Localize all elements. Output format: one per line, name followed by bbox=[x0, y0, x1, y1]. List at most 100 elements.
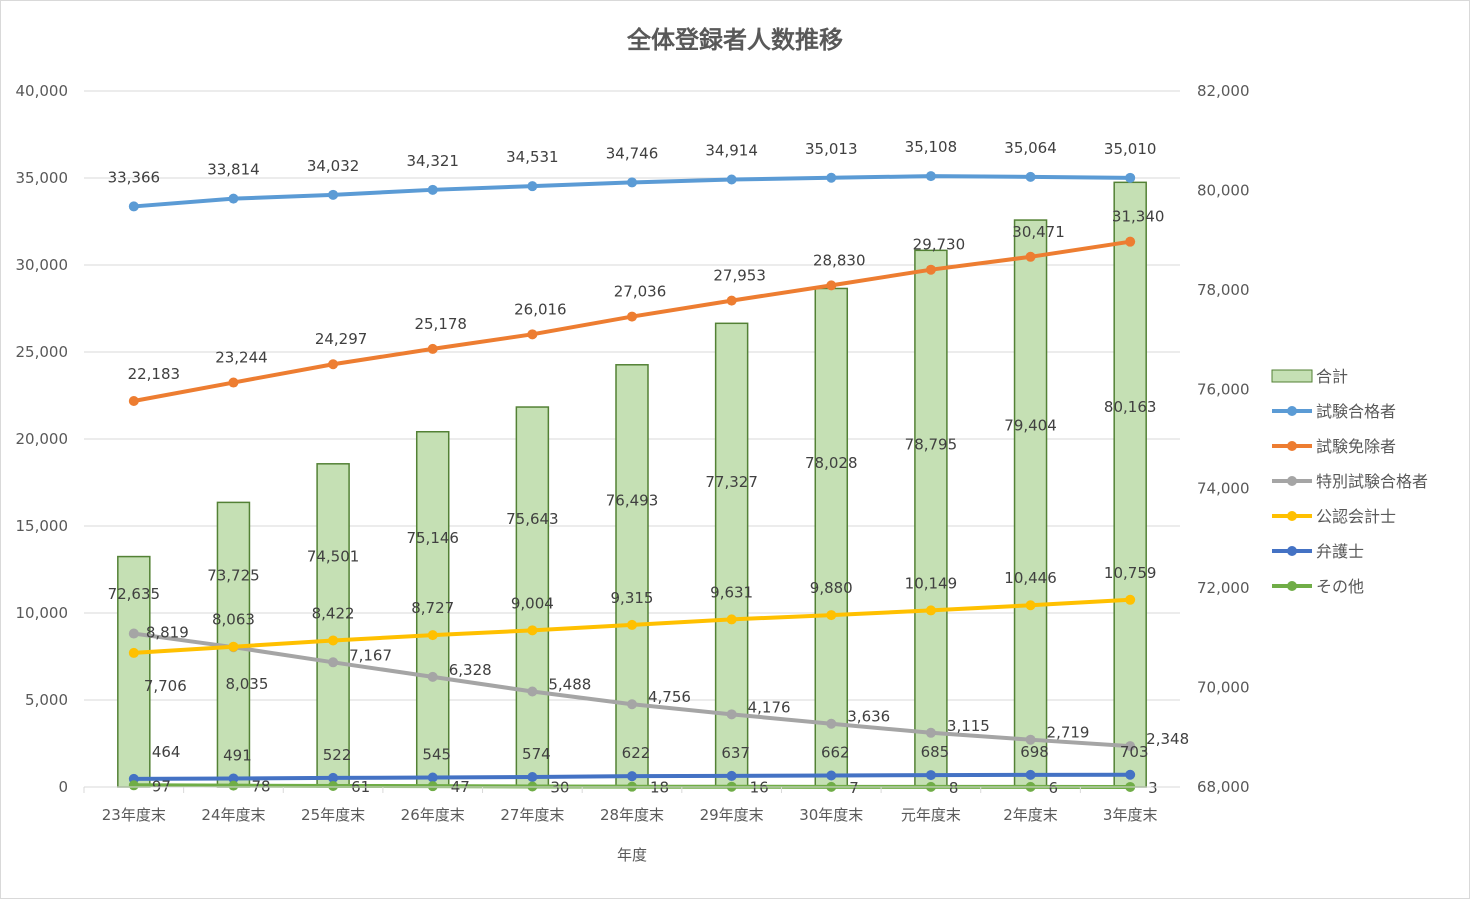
x-tick-label: 29年度末 bbox=[700, 806, 764, 824]
data-point bbox=[826, 172, 837, 183]
x-tick-label: 26年度末 bbox=[401, 806, 465, 824]
line-data-label: 28,830 bbox=[813, 251, 866, 269]
line-data-label: 30,471 bbox=[1012, 223, 1065, 241]
line-data-label: 622 bbox=[622, 744, 651, 762]
bar-data-label: 75,643 bbox=[506, 510, 559, 528]
data-point bbox=[726, 174, 737, 185]
line-data-label: 3 bbox=[1148, 779, 1158, 797]
line-data-label: 35,064 bbox=[1004, 139, 1057, 157]
line-data-label: 545 bbox=[422, 746, 451, 764]
data-point bbox=[427, 630, 438, 641]
y-tick-label: 15,000 bbox=[16, 517, 69, 535]
line-data-label: 25,178 bbox=[414, 315, 467, 333]
legend-marker bbox=[1287, 441, 1297, 451]
legend-marker bbox=[1287, 406, 1297, 416]
line-data-label: 33,814 bbox=[207, 161, 260, 179]
x-tick-label: 24年度末 bbox=[201, 806, 265, 824]
data-point bbox=[925, 264, 936, 275]
bar-data-label: 75,146 bbox=[406, 529, 459, 547]
line-data-label: 491 bbox=[223, 746, 252, 764]
line-data-label: 8,819 bbox=[146, 624, 189, 642]
line-data-label: 34,914 bbox=[705, 141, 758, 159]
y2-tick-label: 78,000 bbox=[1197, 281, 1250, 299]
data-point bbox=[527, 625, 538, 636]
line-data-label: 97 bbox=[152, 777, 171, 795]
data-point bbox=[627, 177, 637, 188]
y2-tick-label: 82,000 bbox=[1197, 82, 1250, 100]
legend-label: 合計 bbox=[1316, 367, 1348, 386]
data-point bbox=[527, 772, 538, 783]
line-data-label: 34,746 bbox=[606, 144, 659, 162]
line-data-label: 31,340 bbox=[1112, 208, 1165, 226]
line-data-label: 18 bbox=[650, 779, 669, 797]
data-point bbox=[1125, 769, 1136, 780]
data-point bbox=[527, 781, 538, 792]
legend-label: その他 bbox=[1316, 577, 1364, 596]
legend-marker bbox=[1287, 581, 1297, 591]
line-data-label: 9,880 bbox=[810, 579, 853, 597]
bar-data-label: 76,493 bbox=[606, 492, 659, 510]
x-tick-label: 2年度末 bbox=[1003, 806, 1058, 824]
legend-label: 試験免除者 bbox=[1316, 437, 1396, 456]
line-data-label: 522 bbox=[323, 746, 352, 764]
legend-label: 公認会計士 bbox=[1316, 507, 1396, 526]
legend-label: 弁護士 bbox=[1316, 542, 1364, 561]
line-data-label: 703 bbox=[1120, 743, 1149, 761]
data-point bbox=[527, 686, 538, 697]
line-data-label: 2,719 bbox=[1047, 724, 1090, 742]
data-point bbox=[527, 181, 538, 192]
line-data-label: 24,297 bbox=[315, 330, 368, 348]
data-point bbox=[128, 628, 139, 639]
data-point bbox=[1025, 251, 1036, 262]
data-point bbox=[228, 641, 239, 652]
line-data-label: 26,016 bbox=[514, 300, 567, 318]
data-point bbox=[726, 770, 737, 781]
x-tick-label: 元年度末 bbox=[901, 806, 961, 824]
legend-swatch bbox=[1271, 369, 1313, 383]
bar-total bbox=[1113, 181, 1147, 788]
legend-marker bbox=[1287, 546, 1297, 556]
bar-total bbox=[316, 463, 350, 788]
line-data-label: 8,727 bbox=[411, 599, 454, 617]
bar-data-label: 78,795 bbox=[905, 435, 958, 453]
data-point bbox=[228, 377, 239, 388]
y2-tick-label: 76,000 bbox=[1197, 380, 1250, 398]
legend-marker bbox=[1287, 476, 1297, 486]
bar-total bbox=[615, 364, 649, 788]
legend-label: 特別試験合格者 bbox=[1316, 472, 1428, 491]
line-data-label: 8,063 bbox=[212, 611, 255, 629]
data-point bbox=[726, 295, 737, 306]
data-point bbox=[328, 359, 339, 370]
data-point bbox=[427, 184, 438, 195]
legend-marker bbox=[1287, 511, 1297, 521]
data-point bbox=[128, 647, 139, 658]
data-point bbox=[826, 718, 837, 729]
line-data-label: 4,756 bbox=[648, 688, 691, 706]
data-point bbox=[527, 329, 538, 340]
line-data-label: 27,036 bbox=[614, 283, 667, 301]
line-data-label: 8 bbox=[949, 779, 959, 797]
line-data-label: 34,032 bbox=[307, 157, 360, 175]
line-data-label: 16 bbox=[750, 779, 769, 797]
line-data-label: 9,004 bbox=[511, 594, 554, 612]
line-data-label: 5,488 bbox=[548, 676, 591, 694]
x-tick-label: 27年度末 bbox=[500, 806, 564, 824]
data-point bbox=[128, 396, 139, 407]
bar-data-label: 73,725 bbox=[207, 566, 260, 584]
data-point bbox=[328, 635, 339, 646]
data-point bbox=[228, 780, 239, 791]
line-data-label: 9,631 bbox=[710, 583, 753, 601]
y2-tick-label: 74,000 bbox=[1197, 480, 1250, 498]
line-data-label: 10,759 bbox=[1104, 564, 1157, 582]
line-data-label: 35,013 bbox=[805, 140, 858, 158]
line-data-label: 10,446 bbox=[1004, 569, 1057, 587]
data-point bbox=[627, 699, 637, 710]
data-point bbox=[1025, 734, 1036, 745]
bar-data-label: 78,028 bbox=[805, 454, 858, 472]
data-point bbox=[925, 605, 936, 616]
data-point bbox=[228, 193, 239, 204]
data-point bbox=[925, 770, 936, 781]
line-data-label: 29,730 bbox=[913, 236, 966, 254]
line-data-label: 8,422 bbox=[312, 604, 355, 622]
